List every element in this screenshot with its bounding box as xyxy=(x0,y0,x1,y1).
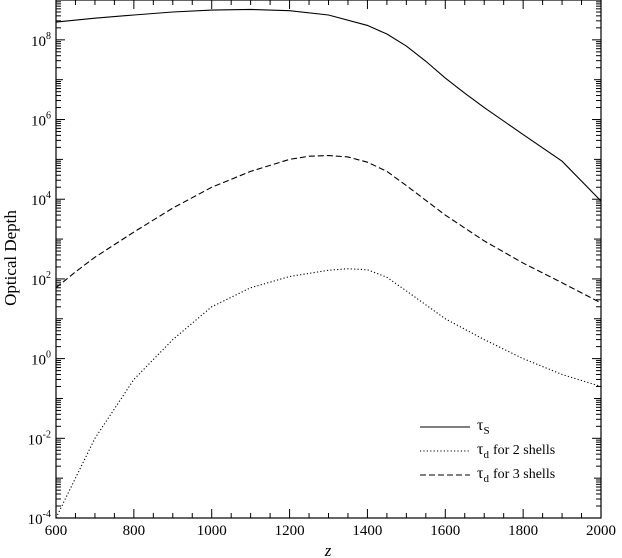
y-tick-label: 100 xyxy=(31,350,51,369)
y-tick-label: 10-2 xyxy=(28,429,51,448)
legend: τS τd for 2 shells τd for 3 shells xyxy=(420,417,555,485)
legend-entry: τS xyxy=(477,417,490,437)
axis-ticks xyxy=(55,0,602,519)
x-tick-label: 1400 xyxy=(352,523,382,539)
y-tick-label: 10-4 xyxy=(28,509,51,528)
x-tick-label: 1800 xyxy=(508,523,538,539)
y-tick-label: 102 xyxy=(31,270,51,289)
y-tick-label: 108 xyxy=(31,31,51,50)
x-tick-labels: 600 800 1000 1200 1400 1600 1800 2000 xyxy=(45,523,616,539)
x-tick-label: 1000 xyxy=(197,523,227,539)
y-axis-label: Optical Depth xyxy=(1,210,20,306)
series-line-1 xyxy=(55,8,602,202)
x-tick-label: 600 xyxy=(45,523,68,539)
series-line-3 xyxy=(55,154,602,304)
x-tick-label: 800 xyxy=(123,523,146,539)
y-tick-label: 106 xyxy=(31,111,51,130)
y-tick-label: 104 xyxy=(31,190,51,209)
x-tick-label: 1600 xyxy=(430,523,460,539)
y-tick-labels: 10-4 10-2 100 102 104 106 108 xyxy=(28,31,51,528)
plot-frame xyxy=(55,0,602,519)
legend-entry: τd for 3 shells xyxy=(477,465,555,485)
x-tick-label: 1200 xyxy=(275,523,305,539)
series-line-2 xyxy=(55,268,602,519)
x-axis-label: z xyxy=(324,541,332,558)
x-tick-label: 2000 xyxy=(586,523,616,539)
series-lines xyxy=(55,8,602,519)
legend-entry: τd for 2 shells xyxy=(477,441,555,461)
